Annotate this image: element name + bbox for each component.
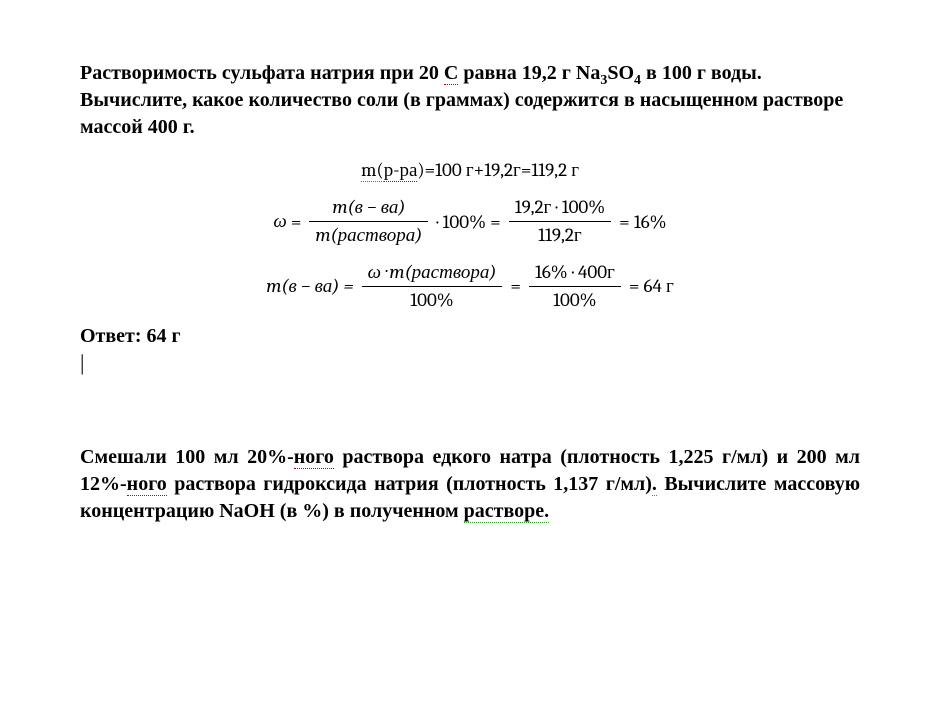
- document-page: Растворимость сульфата натрия при 20 С р…: [0, 0, 940, 565]
- eq1-omega: ω: [273, 210, 286, 233]
- calc-line1-post: )=100 г+19,2г=119,2 г: [417, 159, 579, 181]
- eq2-frac1-den: 100%: [362, 286, 503, 311]
- eq2-lhs: m(в − ва) =: [266, 275, 353, 298]
- calc-line1-pre: m(: [361, 159, 384, 182]
- eq1-rhs: = 16%: [619, 211, 666, 233]
- text-cursor: |: [80, 352, 860, 374]
- eq2-frac2: 16% · 400г 100%: [529, 261, 621, 311]
- p2-part1: Смешали 100 мл 20%-: [80, 446, 294, 468]
- problem1-statement: Растворимость сульфата натрия при 20 С р…: [80, 60, 860, 141]
- p2-part4b: (в %) в полученном: [275, 500, 464, 522]
- eq2-frac1: ω · m(раствора) 100%: [362, 261, 503, 311]
- eq1-eq1: =: [291, 211, 302, 233]
- p2-last-green: растворе.: [464, 500, 550, 523]
- problem1-degree-c: С: [444, 62, 458, 85]
- p2-part3: раствора гидроксида натрия (плотность 1,…: [167, 473, 652, 495]
- eq2-mid: =: [510, 275, 521, 297]
- calc-line1-p: р-ра: [384, 159, 418, 182]
- eq2-frac2-num: 16% · 400г: [529, 261, 621, 286]
- calc-line1: m(р-ра)=100 г+19,2г=119,2 г: [80, 159, 860, 182]
- problem1-text-pre: Растворимость сульфата натрия при 20: [80, 62, 444, 84]
- eq1-mid: · 100% =: [436, 211, 500, 233]
- eq1-frac1: m(в − ва) m(раствора): [309, 196, 428, 247]
- compound-so: SO: [607, 62, 634, 84]
- calculation-block: m(р-ра)=100 г+19,2г=119,2 г ω = m(в − ва…: [80, 159, 860, 311]
- eq2-frac2-den: 100%: [529, 286, 621, 311]
- calc-eq1: ω = m(в − ва) m(раствора) · 100% = 19,2г…: [80, 196, 860, 247]
- compound-na: Na: [576, 62, 600, 84]
- answer-line: Ответ: 64 г: [80, 325, 860, 348]
- eq1-frac1-num: m(в − ва): [309, 196, 428, 221]
- p2-red1: ного: [294, 446, 334, 469]
- problem2-statement: Смешали 100 мл 20%-ного раствора едкого …: [80, 444, 860, 525]
- problem1-text-mid1: равна 19,2 г: [458, 62, 576, 84]
- compound-sub2: 4: [634, 73, 641, 88]
- vertical-gap: [80, 374, 860, 444]
- eq2-rhs: = 64 г: [629, 275, 674, 298]
- p2-naoh: NaOH: [219, 500, 275, 522]
- eq1-frac2: 19,2г · 100% 119,2г: [509, 196, 611, 247]
- eq1-frac2-den: 119,2г: [509, 221, 611, 247]
- p2-red2: ного: [127, 473, 167, 496]
- eq2-frac1-num: ω · m(раствора): [362, 261, 503, 286]
- eq1-frac1-den: m(раствора): [309, 221, 428, 247]
- calc-eq2: m(в − ва) = ω · m(раствора) 100% = 16% ·…: [80, 261, 860, 311]
- eq1-frac2-num: 19,2г · 100%: [509, 196, 611, 221]
